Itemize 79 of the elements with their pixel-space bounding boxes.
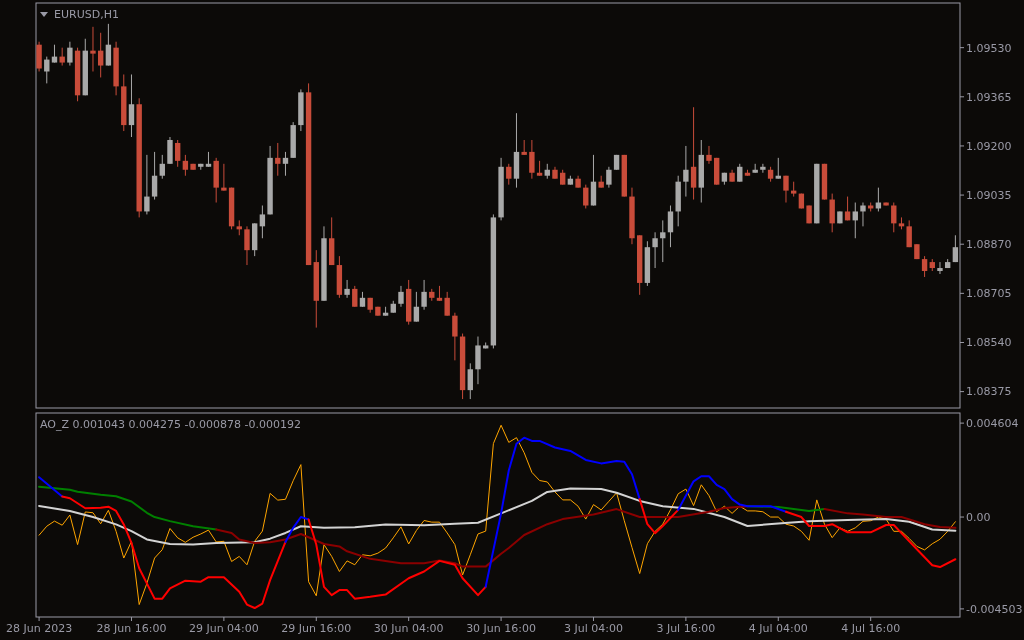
line-series xyxy=(638,498,680,535)
y-tick-label: 1.08375 xyxy=(966,385,1012,399)
line-series xyxy=(61,495,287,610)
line-series xyxy=(38,485,218,531)
candlestick xyxy=(413,291,420,323)
candlestick xyxy=(660,219,666,263)
x-tick-label: 28 Jun 2023 xyxy=(5,622,73,635)
candlestick xyxy=(652,231,658,269)
x-tick-label: 30 Jun 04:00 xyxy=(373,622,444,635)
candlestick xyxy=(590,154,597,206)
y-tick-label: 1.08540 xyxy=(966,336,1012,350)
x-tick-label: 3 Jul 16:00 xyxy=(656,622,716,635)
candlestick xyxy=(506,163,512,186)
candlestick xyxy=(90,26,96,72)
candlestick xyxy=(921,255,928,278)
candlestick xyxy=(144,154,150,215)
candlestick xyxy=(760,163,766,174)
candlestick xyxy=(937,261,943,275)
x-tick-label: 30 Jun 16:00 xyxy=(466,622,537,635)
candlestick xyxy=(344,279,350,299)
candlestick xyxy=(282,151,289,177)
candlestick xyxy=(829,193,835,233)
text: EURUSD,H1 xyxy=(54,8,119,21)
x-tick-label: 29 Jun 04:00 xyxy=(188,622,259,635)
y-tick-label: 1.09530 xyxy=(966,41,1012,55)
candlestick xyxy=(683,145,689,198)
candlestick xyxy=(421,279,427,311)
y-tick-label: 0.004604 xyxy=(966,416,1019,430)
annotation: AO_Z 0.001043 0.004275 -0.000878 -0.000192 xyxy=(40,418,301,431)
line-series xyxy=(284,516,310,543)
y-tick-label: 1.08870 xyxy=(966,238,1012,252)
candlestick xyxy=(67,41,73,67)
line-series xyxy=(307,518,487,600)
line-series xyxy=(484,436,641,588)
candlestick xyxy=(275,142,281,177)
x-tick-label: 4 Jul 04:00 xyxy=(748,622,808,635)
candlestick xyxy=(529,139,535,180)
candlestick xyxy=(159,154,165,180)
y-tick-label: 0.00 xyxy=(966,510,991,524)
y-tick-label: 1.09200 xyxy=(966,139,1012,153)
candlestick xyxy=(259,205,266,239)
x-tick-label: 3 Jul 04:00 xyxy=(564,622,623,635)
candlestick xyxy=(906,219,912,248)
candlestick xyxy=(475,336,481,385)
line-series xyxy=(823,508,957,529)
candlestick xyxy=(97,32,104,78)
candlestick xyxy=(667,205,674,248)
y-tick-label: 1.09035 xyxy=(966,188,1012,202)
x-tick-label: 28 Jun 16:00 xyxy=(96,622,167,635)
line-series xyxy=(677,475,787,513)
y-tick-label: 1.08705 xyxy=(966,287,1012,301)
candlestick xyxy=(452,312,458,361)
candlestick xyxy=(852,202,858,239)
x-tick-label: 4 Jul 16:00 xyxy=(841,622,901,635)
candlestick xyxy=(444,291,450,317)
candlestick xyxy=(352,285,358,308)
x-tick-label: 29 Jun 16:00 xyxy=(281,622,352,635)
candlestick xyxy=(174,139,181,168)
candlestick xyxy=(706,145,712,165)
candlestick xyxy=(690,106,697,201)
y-tick-label: -0.004503 xyxy=(966,602,1023,616)
candlestick xyxy=(583,184,589,209)
candlestick xyxy=(775,157,781,180)
candlestick xyxy=(467,362,473,400)
candlestick xyxy=(860,202,866,227)
candlestick xyxy=(606,166,612,189)
candlestick xyxy=(221,163,227,192)
candlestick xyxy=(182,154,189,177)
candlestick xyxy=(128,73,135,138)
line-series xyxy=(784,510,957,569)
y-tick-label: 1.09365 xyxy=(966,90,1012,104)
candlestick xyxy=(105,23,112,67)
line-series xyxy=(38,487,957,546)
candlestick xyxy=(36,41,42,72)
candlestick xyxy=(244,225,250,266)
candlestick xyxy=(783,175,789,204)
candlestick xyxy=(151,151,158,201)
candlestick xyxy=(398,285,404,308)
candlestick xyxy=(167,136,173,165)
